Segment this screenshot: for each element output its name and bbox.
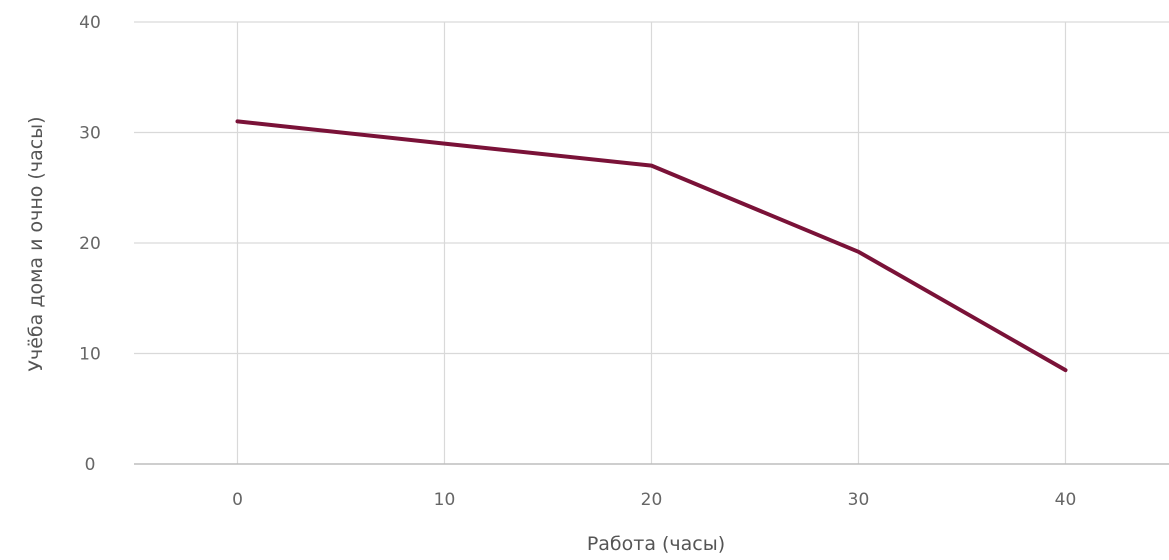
x-tick-labels: 0 10 20 30 40 [232,490,1076,510]
series-line-0 [235,119,1068,373]
x-axis-title: Работа (часы) [587,533,725,555]
series-layer [235,119,1068,373]
y-tick-labels: 0 10 20 30 40 [79,13,101,475]
y-tick-label: 30 [79,124,101,144]
y-tick-label: 40 [79,13,101,33]
x-tick-label: 40 [1055,490,1077,510]
x-tick-label: 30 [848,490,870,510]
x-tick-label: 10 [434,490,456,510]
grid [134,21,1169,464]
y-tick-label: 20 [79,234,101,254]
x-tick-label: 0 [232,490,243,510]
y-tick-label: 0 [85,455,96,475]
x-tick-label: 20 [641,490,663,510]
y-axis-title: Учёба дома и очно (часы) [25,116,47,371]
y-tick-label: 10 [79,345,101,365]
